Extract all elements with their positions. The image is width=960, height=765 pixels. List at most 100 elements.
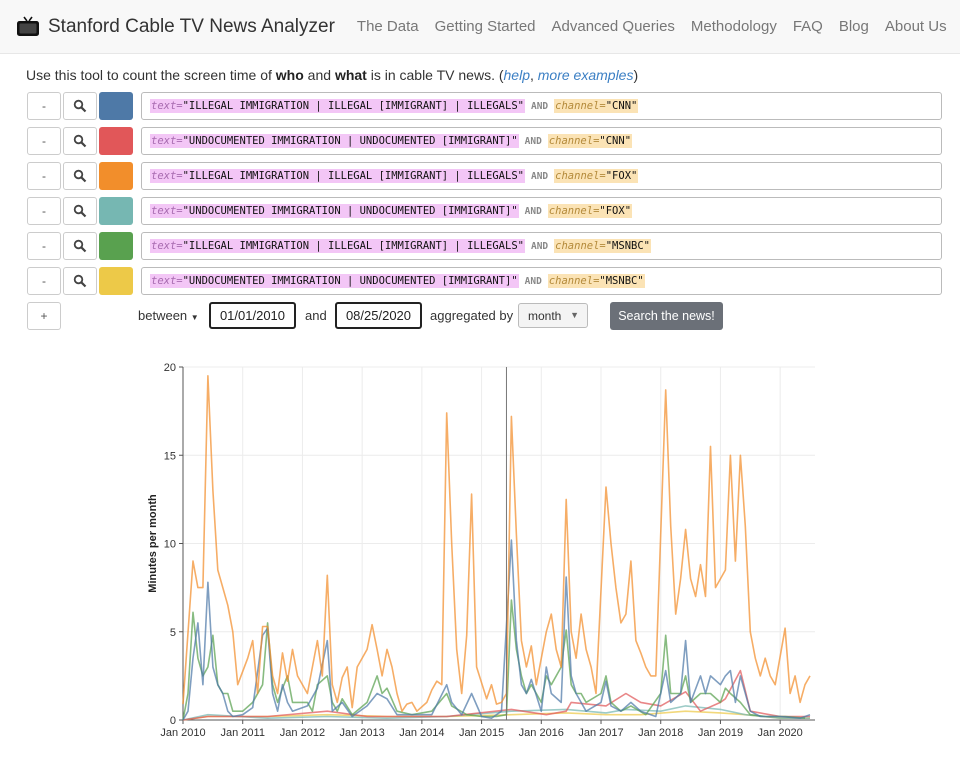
- query-row: - text="UNDOCUMENTED IMMIGRATION | UNDOC…: [27, 197, 942, 225]
- query-row: - text="ILLEGAL IMMIGRATION | ILLEGAL [I…: [27, 232, 942, 260]
- query-text-term: text="ILLEGAL IMMIGRATION | ILLEGAL [IMM…: [150, 169, 525, 183]
- nav-link-the-data[interactable]: The Data: [356, 18, 419, 35]
- x-tick-label: Jan 2020: [758, 727, 803, 739]
- and-label: and: [305, 308, 327, 323]
- add-query-button[interactable]: +: [27, 302, 61, 330]
- query-row: - text="ILLEGAL IMMIGRATION | ILLEGAL [I…: [27, 92, 942, 120]
- query-channel-term: channel="MSNBC": [547, 274, 645, 288]
- nav-link-methodology[interactable]: Methodology: [690, 18, 777, 35]
- aggregation-value: month: [528, 308, 562, 323]
- search-icon-button[interactable]: [63, 232, 97, 260]
- intro-prefix: Use this tool to count the screen time o…: [26, 67, 276, 83]
- query-text-term: text="UNDOCUMENTED IMMIGRATION | UNDOCUM…: [150, 274, 519, 288]
- remove-query-button[interactable]: -: [27, 232, 61, 260]
- intro-what: what: [334, 67, 367, 83]
- query-channel-term: channel="MSNBC": [554, 239, 651, 253]
- search-icon-button[interactable]: [63, 267, 97, 295]
- nav-link-faq[interactable]: FAQ: [792, 18, 823, 35]
- search-icon-button[interactable]: [63, 92, 97, 120]
- series-color-swatch[interactable]: [99, 267, 133, 295]
- start-date-input[interactable]: 01/01/2010: [209, 302, 296, 329]
- intro-close: ): [633, 67, 639, 83]
- query-row: - text="UNDOCUMENTED IMMIGRATION | UNDOC…: [27, 127, 942, 155]
- query-and-operator: AND: [530, 170, 549, 182]
- remove-query-button[interactable]: -: [27, 267, 61, 295]
- query-input[interactable]: text="ILLEGAL IMMIGRATION | ILLEGAL [IMM…: [141, 232, 942, 260]
- query-input[interactable]: text="UNDOCUMENTED IMMIGRATION | UNDOCUM…: [141, 197, 942, 225]
- x-tick-label: Jan 2016: [519, 727, 564, 739]
- x-tick-label: Jan 2013: [340, 727, 385, 739]
- query-and-operator: AND: [524, 275, 542, 287]
- search-icon-button[interactable]: [63, 197, 97, 225]
- remove-query-button[interactable]: -: [27, 162, 61, 190]
- series-color-swatch[interactable]: [99, 232, 133, 260]
- x-tick-label: Jan 2014: [399, 727, 444, 739]
- series-color-swatch[interactable]: [99, 92, 133, 120]
- magnifier-icon: [73, 239, 87, 253]
- query-text-term: text="ILLEGAL IMMIGRATION | ILLEGAL [IMM…: [150, 99, 525, 113]
- series-color-swatch[interactable]: [99, 197, 133, 225]
- query-controls: + between ▼ 01/01/2010 and 08/25/2020 ag…: [27, 302, 937, 330]
- intro-text: Use this tool to count the screen time o…: [26, 67, 638, 83]
- query-and-operator: AND: [530, 100, 549, 112]
- query-input[interactable]: text="UNDOCUMENTED IMMIGRATION | UNDOCUM…: [141, 127, 942, 155]
- x-tick-label: Jan 2017: [578, 727, 623, 739]
- aggregation-select[interactable]: month ▼: [518, 303, 588, 328]
- query-channel-term: channel="FOX": [554, 169, 639, 183]
- x-tick-label: Jan 2018: [638, 727, 683, 739]
- nav-link-about-us[interactable]: About Us: [884, 18, 947, 35]
- query-row: - text="UNDOCUMENTED IMMIGRATION | UNDOC…: [27, 267, 942, 295]
- more-examples-link[interactable]: more examples: [537, 67, 634, 83]
- y-axis-label: Minutes per month: [147, 494, 159, 593]
- query-row: - text="ILLEGAL IMMIGRATION | ILLEGAL [I…: [27, 162, 942, 190]
- magnifier-icon: [73, 169, 87, 183]
- x-tick-label: Jan 2019: [698, 727, 743, 739]
- nav-link-getting-started[interactable]: Getting Started: [434, 18, 536, 35]
- y-tick-label: 15: [164, 450, 176, 462]
- brand[interactable]: Stanford Cable TV News Analyzer: [16, 16, 335, 38]
- series-color-swatch[interactable]: [99, 162, 133, 190]
- help-link[interactable]: help: [503, 67, 530, 83]
- series-line: [182, 599, 806, 721]
- y-tick-label: 5: [170, 627, 176, 639]
- intro-mid: and: [303, 67, 335, 83]
- brand-title: Stanford Cable TV News Analyzer: [48, 15, 335, 37]
- query-text-term: text="UNDOCUMENTED IMMIGRATION | UNDOCUM…: [150, 204, 519, 218]
- magnifier-icon: [73, 134, 87, 148]
- magnifier-icon: [73, 204, 87, 218]
- nav-link-advanced-queries[interactable]: Advanced Queries: [551, 18, 675, 35]
- series-line: [182, 375, 811, 712]
- nav-link-blog[interactable]: Blog: [838, 18, 869, 35]
- end-date-input[interactable]: 08/25/2020: [335, 302, 422, 329]
- query-channel-term: channel="CNN": [554, 99, 639, 113]
- remove-query-button[interactable]: -: [27, 127, 61, 155]
- aggregated-by-label: aggregated by: [430, 308, 514, 323]
- intro-comma: ,: [529, 67, 538, 83]
- query-channel-term: channel="CNN": [547, 134, 633, 148]
- caret-down-icon: ▼: [570, 310, 579, 320]
- remove-query-button[interactable]: -: [27, 197, 61, 225]
- between-dropdown[interactable]: between ▼: [138, 308, 199, 323]
- query-input[interactable]: text="ILLEGAL IMMIGRATION | ILLEGAL [IMM…: [141, 92, 942, 120]
- query-and-operator: AND: [530, 240, 549, 252]
- navbar: Stanford Cable TV News Analyzer The Data…: [0, 0, 960, 54]
- y-tick-label: 0: [170, 715, 176, 727]
- search-icon-button[interactable]: [63, 162, 97, 190]
- x-tick-label: Jan 2015: [459, 727, 504, 739]
- x-tick-label: Jan 2010: [160, 727, 205, 739]
- query-channel-term: channel="FOX": [547, 204, 633, 218]
- magnifier-icon: [73, 99, 87, 113]
- y-tick-label: 20: [164, 362, 176, 374]
- query-and-operator: AND: [524, 135, 542, 147]
- x-tick-label: Jan 2011: [220, 727, 264, 739]
- query-input[interactable]: text="UNDOCUMENTED IMMIGRATION | UNDOCUM…: [141, 267, 942, 295]
- search-icon-button[interactable]: [63, 127, 97, 155]
- search-news-button[interactable]: Search the news!: [610, 302, 723, 330]
- query-and-operator: AND: [524, 205, 542, 217]
- series-color-swatch[interactable]: [99, 127, 133, 155]
- remove-query-button[interactable]: -: [27, 92, 61, 120]
- magnifier-icon: [73, 274, 87, 288]
- query-input[interactable]: text="ILLEGAL IMMIGRATION | ILLEGAL [IMM…: [141, 162, 942, 190]
- tv-icon: [17, 16, 39, 36]
